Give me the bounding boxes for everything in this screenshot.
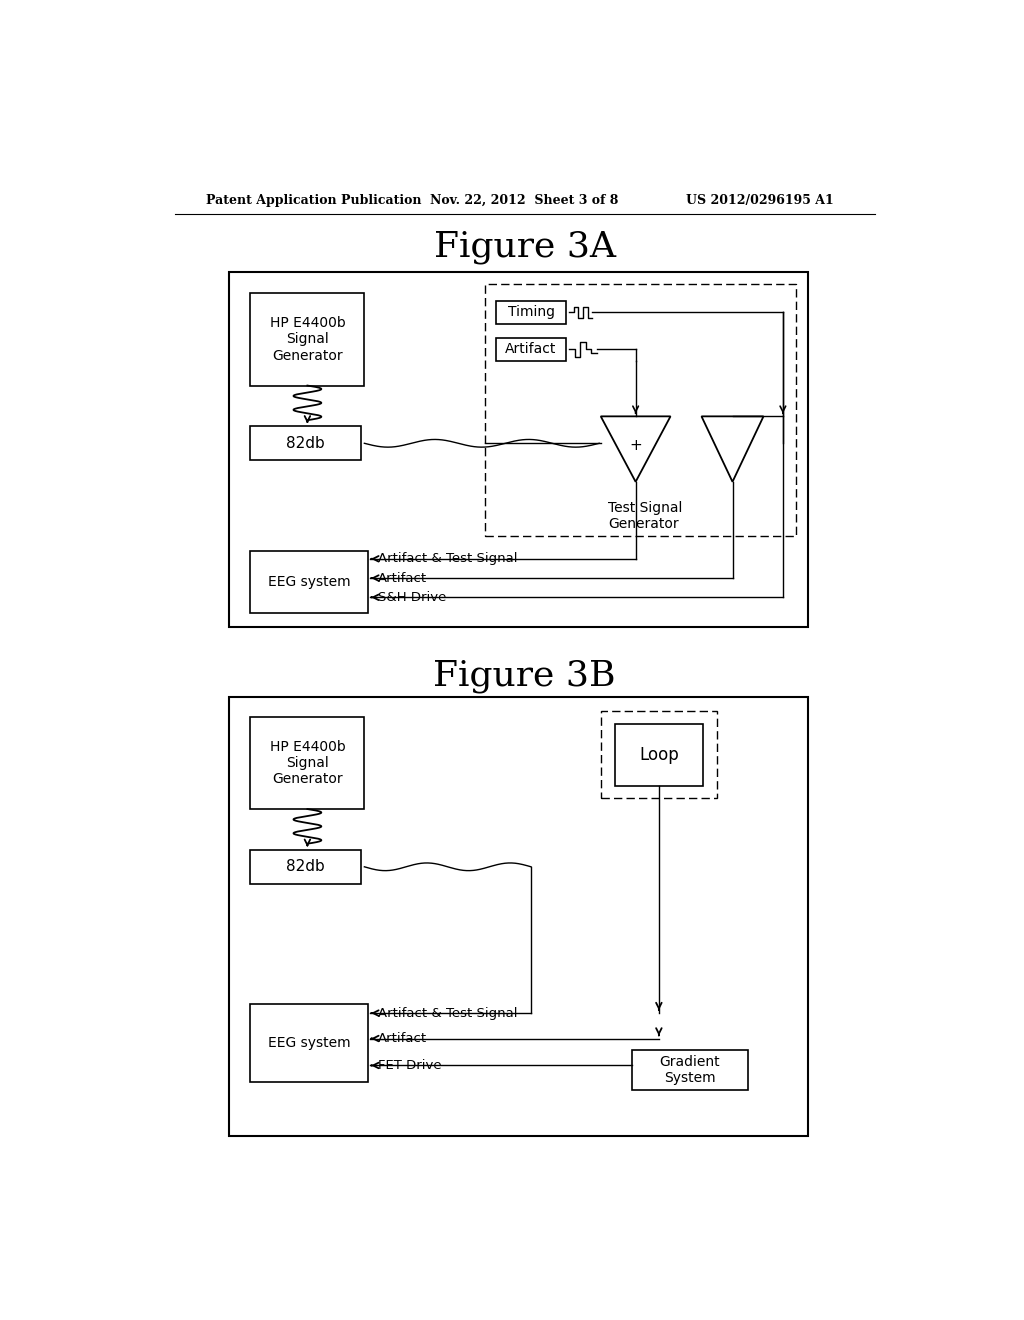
Bar (228, 272, 809, 627)
Text: HP E4400b
Signal
Generator: HP E4400b Signal Generator (269, 317, 345, 363)
Text: EEG system: EEG system (268, 576, 350, 589)
Bar (614, 725, 703, 785)
Bar (251, 1003, 369, 1082)
Bar (228, 697, 809, 1137)
Text: Figure 3B: Figure 3B (433, 659, 616, 693)
Text: Artifact & Test Signal: Artifact & Test Signal (378, 1007, 517, 1019)
Text: Nov. 22, 2012  Sheet 3 of 8: Nov. 22, 2012 Sheet 3 of 8 (430, 194, 618, 207)
Text: Timing: Timing (508, 305, 555, 319)
Text: Figure 3A: Figure 3A (434, 230, 615, 264)
Bar (251, 717, 365, 809)
Text: S&H Drive: S&H Drive (378, 591, 445, 603)
Text: HP E4400b
Signal
Generator: HP E4400b Signal Generator (269, 739, 345, 785)
Bar (484, 284, 796, 536)
Bar (251, 552, 369, 612)
Text: EEG system: EEG system (268, 1036, 350, 1051)
Text: FET Drive: FET Drive (378, 1059, 441, 1072)
Bar (251, 426, 360, 461)
Text: Artifact & Test Signal: Artifact & Test Signal (378, 552, 517, 565)
Text: 82db: 82db (286, 436, 325, 451)
Text: US 2012/0296195 A1: US 2012/0296195 A1 (686, 194, 834, 207)
Bar (496, 301, 566, 323)
Text: Artifact: Artifact (378, 572, 427, 585)
Text: Artifact: Artifact (505, 342, 557, 356)
Bar (251, 850, 360, 884)
Text: Artifact: Artifact (378, 1032, 427, 1045)
Text: Patent Application Publication: Patent Application Publication (206, 194, 421, 207)
Bar (496, 338, 566, 360)
Bar (251, 293, 365, 385)
Text: Test Signal
Generator: Test Signal Generator (608, 502, 683, 531)
Bar (601, 711, 717, 797)
Text: +: + (630, 438, 642, 453)
Text: 82db: 82db (286, 859, 325, 874)
Bar (632, 1051, 748, 1090)
Text: Gradient
System: Gradient System (659, 1055, 720, 1085)
Text: Loop: Loop (639, 746, 679, 764)
